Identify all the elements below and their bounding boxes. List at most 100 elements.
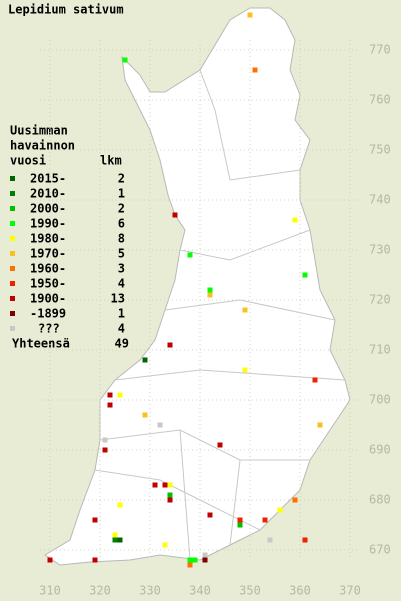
- y-tick-label: 770: [369, 43, 391, 57]
- record-square: [162, 542, 168, 548]
- record-square: [102, 447, 108, 453]
- record-square: [142, 412, 148, 418]
- y-tick-label: 670: [369, 543, 391, 557]
- legend-swatch: [10, 236, 15, 241]
- record-square: [207, 512, 213, 518]
- x-tick-label: 360: [289, 584, 311, 598]
- legend-label: 1990-: [30, 217, 66, 231]
- legend-label: 2000-: [30, 202, 66, 216]
- legend-count: 1: [118, 187, 125, 201]
- record-square: [187, 252, 193, 258]
- legend-heading: Uusimman: [10, 124, 68, 138]
- legend-label: 2010-: [30, 187, 66, 201]
- legend-label: 1970-: [30, 247, 66, 261]
- record-square: [292, 497, 298, 503]
- legend-count: 6: [118, 217, 125, 231]
- record-square: [262, 517, 268, 523]
- legend-swatch: [10, 266, 15, 271]
- record-square: [117, 537, 123, 543]
- record-square: [162, 482, 168, 488]
- legend-total-label: Yhteensä: [12, 337, 70, 351]
- record-square: [167, 492, 173, 498]
- legend-swatch: [10, 296, 15, 301]
- legend-label: 1980-: [30, 232, 66, 246]
- y-tick-label: 690: [369, 443, 391, 457]
- record-square: [312, 377, 318, 383]
- record-square: [142, 357, 148, 363]
- record-square: [157, 422, 163, 428]
- x-tick-label: 370: [339, 584, 361, 598]
- record-square: [207, 287, 213, 293]
- legend-heading: havainnon: [10, 139, 75, 153]
- legend-label: 1950-: [30, 277, 66, 291]
- record-square: [92, 557, 98, 563]
- record-square: [202, 552, 208, 558]
- y-tick-label: 740: [369, 193, 391, 207]
- record-square: [172, 212, 178, 218]
- legend-count: 4: [118, 322, 125, 336]
- finland-outline: [44, 7, 351, 566]
- legend-count-heading: lkm: [100, 154, 122, 168]
- y-tick-label: 750: [369, 143, 391, 157]
- record-square: [187, 562, 193, 568]
- x-tick-label: 330: [139, 584, 161, 598]
- legend-heading: vuosi: [10, 154, 46, 168]
- title: Lepidium sativum: [8, 3, 124, 17]
- record-square: [167, 497, 173, 503]
- record-square: [167, 342, 173, 348]
- record-square: [47, 557, 53, 563]
- record-square: [217, 442, 223, 448]
- legend-count: 8: [118, 232, 125, 246]
- legend-total: 49: [115, 337, 129, 351]
- legend-swatch: [10, 311, 15, 316]
- record-square: [117, 392, 123, 398]
- legend-count: 13: [111, 292, 125, 306]
- x-tick-label: 350: [239, 584, 261, 598]
- legend-swatch: [10, 221, 15, 226]
- legend-count: 2: [118, 202, 125, 216]
- y-tick-label: 730: [369, 243, 391, 257]
- record-square: [302, 272, 308, 278]
- record-square: [187, 557, 193, 563]
- y-tick-label: 720: [369, 293, 391, 307]
- record-square: [237, 522, 243, 528]
- legend-count: 3: [118, 262, 125, 276]
- legend-count: 1: [118, 307, 125, 321]
- record-square: [247, 12, 253, 18]
- y-tick-label: 710: [369, 343, 391, 357]
- y-tick-label: 700: [369, 393, 391, 407]
- record-square: [242, 307, 248, 313]
- record-square: [122, 57, 128, 63]
- legend-count: 5: [118, 247, 125, 261]
- y-tick-label: 680: [369, 493, 391, 507]
- legend-count: 4: [118, 277, 125, 291]
- legend-label: 1900-: [30, 292, 66, 306]
- record-square: [202, 557, 208, 563]
- x-tick-label: 340: [189, 584, 211, 598]
- legend-swatch: [10, 176, 15, 181]
- legend-swatch: [10, 281, 15, 286]
- record-square: [152, 482, 158, 488]
- record-square: [267, 537, 273, 543]
- legend-swatch: [10, 251, 15, 256]
- record-square: [112, 537, 118, 543]
- x-tick-label: 310: [39, 584, 61, 598]
- record-square: [192, 557, 198, 563]
- record-square: [167, 482, 173, 488]
- record-square: [112, 532, 118, 538]
- record-square: [102, 437, 108, 443]
- record-square: [277, 507, 283, 513]
- legend-label: ???: [38, 322, 60, 336]
- record-square: [292, 217, 298, 223]
- record-square: [117, 502, 123, 508]
- record-square: [252, 67, 258, 73]
- record-square: [302, 537, 308, 543]
- y-tick-label: 760: [369, 93, 391, 107]
- legend-swatch: [10, 191, 15, 196]
- legend-label: 1960-: [30, 262, 66, 276]
- legend-label: -1899: [30, 307, 66, 321]
- legend-label: 2015-: [30, 172, 66, 186]
- record-square: [92, 517, 98, 523]
- x-tick-label: 320: [89, 584, 111, 598]
